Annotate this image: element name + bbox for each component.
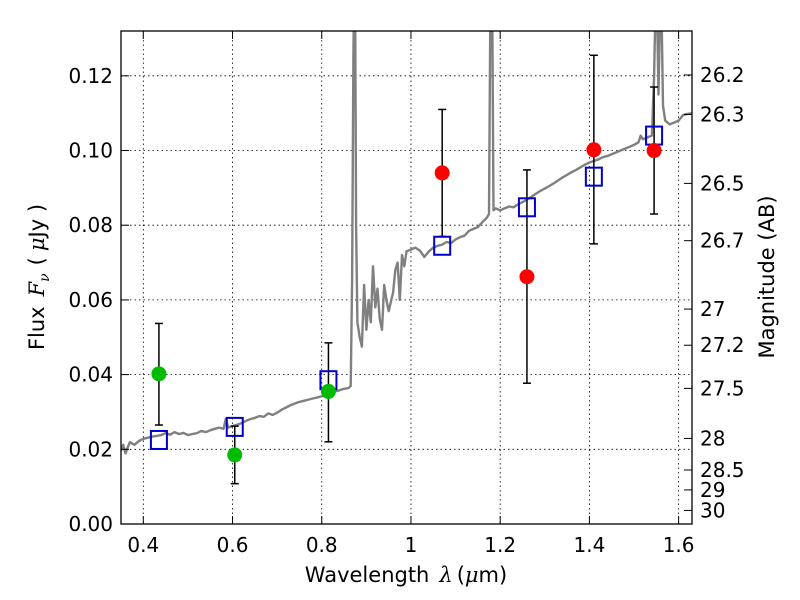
y2-tick-label: 27.5 — [700, 376, 745, 400]
red-data-point — [646, 143, 662, 159]
x-tick-label: 0.4 — [127, 533, 159, 557]
x-tick-label: 1 — [405, 533, 418, 557]
y2-tick-label: 28.5 — [700, 458, 745, 482]
red-data-point — [519, 269, 535, 285]
model-square-marker — [517, 197, 536, 218]
spectrum-line — [121, 31, 692, 455]
red-data-point — [434, 165, 450, 181]
green-data-point — [227, 447, 243, 463]
marker-layer — [149, 125, 664, 463]
model-square-marker — [584, 166, 603, 187]
errorbar-layer — [154, 54, 659, 485]
x-tick-label: 0.6 — [217, 533, 249, 557]
x-tick-label: 1.4 — [573, 533, 605, 557]
y-tick-label: 0.06 — [68, 288, 113, 312]
x-tick-label: 1.6 — [663, 533, 695, 557]
y2-axis-label: Magnitude (AB) — [755, 195, 779, 358]
model-square-marker — [225, 416, 244, 437]
y-axis-label: FluxFν(μJy ) — [25, 204, 53, 350]
y-tick-label: 0.10 — [68, 139, 113, 163]
plot-frame — [120, 30, 693, 525]
x-tick-label: 0.8 — [306, 533, 338, 557]
red-data-point — [586, 142, 602, 158]
y2-tick-label: 27.2 — [700, 333, 745, 357]
y2-tick-label: 26.2 — [700, 63, 745, 87]
model-square-marker — [433, 235, 452, 256]
green-data-point — [151, 366, 167, 382]
y2-tick-label: 30 — [700, 498, 725, 522]
y-tick-label: 0.08 — [68, 213, 113, 237]
y-tick-label: 0.04 — [68, 363, 113, 387]
y-tick-label: 0.02 — [68, 437, 113, 461]
y2-tick-label: 26.5 — [700, 171, 745, 195]
grid — [121, 31, 692, 525]
x-axis-label: Wavelength λ (μm) — [305, 563, 507, 587]
green-data-point — [320, 383, 336, 399]
y2-tick-label: 29 — [700, 478, 725, 502]
y-tick-label: 0.00 — [68, 512, 113, 536]
spectrum-layer — [121, 31, 692, 455]
y2-tick-label: 26.3 — [700, 102, 745, 126]
ticks — [121, 31, 692, 525]
y2-tick-label: 26.7 — [700, 229, 745, 253]
y-tick-label: 0.12 — [68, 64, 113, 88]
y2-tick-label: 28 — [700, 426, 725, 450]
model-square-marker — [149, 429, 168, 450]
y2-tick-label: 27 — [700, 297, 725, 321]
tick-labels: 0.4 0.6 0.8 1 1.2 1.4 1.6 0.00 0.02 0.04 0.06 0.08 0… — [68, 63, 744, 557]
x-tick-label: 1.2 — [484, 533, 516, 557]
